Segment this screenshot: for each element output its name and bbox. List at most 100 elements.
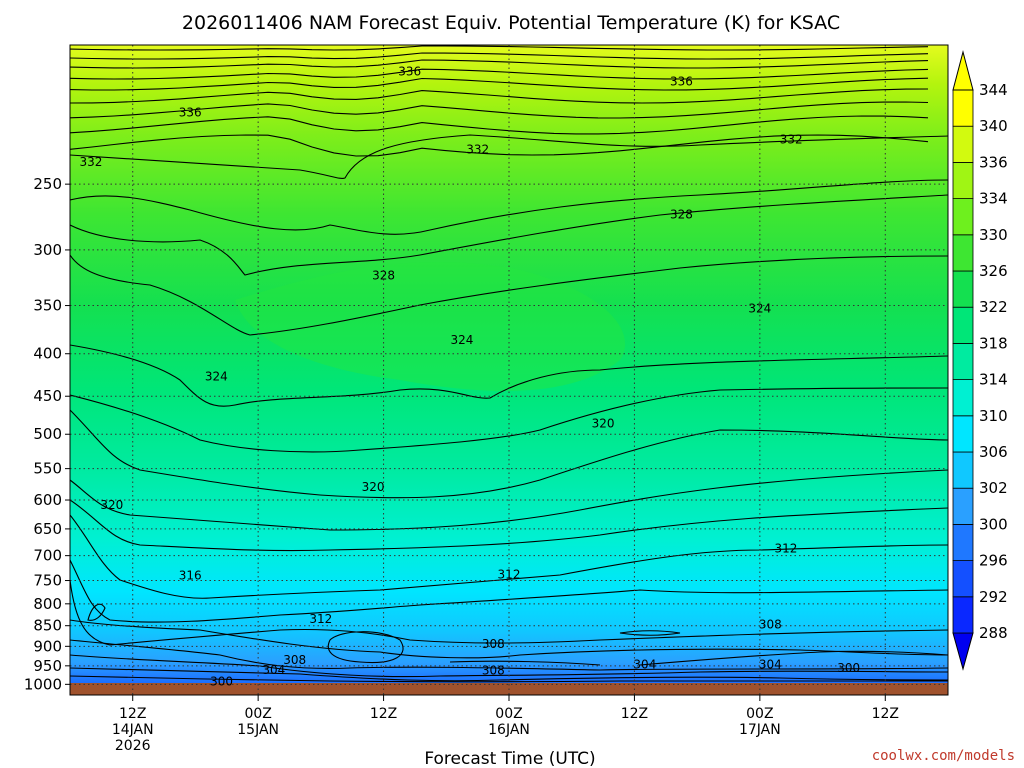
contour-label-1: 336 bbox=[179, 106, 202, 120]
contour-line-2 bbox=[70, 59, 929, 69]
contour-label-3: 332 bbox=[79, 155, 102, 169]
y-tick-label-250: 250 bbox=[33, 175, 62, 193]
contour-line-24 bbox=[70, 667, 948, 682]
contour-line-7 bbox=[70, 115, 929, 135]
colorbar: 288 292 296 300 302 306 310 314 318 322 326 330 334 3… bbox=[952, 50, 1008, 671]
contour-line-17 bbox=[70, 499, 948, 552]
y-tick-label-900: 900 bbox=[33, 637, 62, 655]
colorbar-label-326: 326 bbox=[979, 262, 1008, 280]
colorbar-label-314: 314 bbox=[979, 371, 1008, 389]
colorbar-bin-310 bbox=[952, 379, 974, 417]
chart-title: 2026011406 NAM Forecast Equiv. Potential… bbox=[182, 12, 840, 34]
y-tick-label-450: 450 bbox=[33, 387, 62, 405]
colorbar-bin-330 bbox=[952, 198, 974, 236]
y-tick-label-700: 700 bbox=[33, 547, 62, 565]
colorbar-label-340: 340 bbox=[979, 117, 1008, 135]
contour-line-4 bbox=[70, 77, 929, 91]
colorbar-bin-322 bbox=[952, 270, 974, 308]
y-tick-label-750: 750 bbox=[33, 572, 62, 590]
contour-line-22 bbox=[70, 639, 948, 671]
x-tick-label-12-2: 2026 bbox=[115, 738, 151, 754]
grid-lines bbox=[70, 45, 948, 695]
y-tick-label-650: 650 bbox=[33, 520, 62, 538]
contour-line-19 bbox=[70, 559, 948, 623]
contour-line-5 bbox=[70, 88, 929, 104]
contour-line-21 bbox=[70, 619, 948, 659]
x-tick-label-12-0: 12Z bbox=[119, 706, 146, 722]
contour-line-1 bbox=[70, 52, 929, 60]
colorbar-label-322: 322 bbox=[979, 298, 1008, 316]
colorbar-label-344: 344 bbox=[979, 81, 1008, 99]
colorbar-bin-288 bbox=[952, 596, 974, 634]
contour-label-14: 312 bbox=[775, 541, 798, 555]
colorbar-bin-340 bbox=[952, 89, 974, 127]
contour-line-10 bbox=[70, 179, 948, 235]
contour-label-6: 328 bbox=[670, 208, 693, 222]
x-tick-label-24-0: 00Z bbox=[244, 706, 271, 722]
x-tick-label-72-1: 17JAN bbox=[739, 722, 781, 738]
contour-lines bbox=[70, 45, 948, 683]
contour-line-12 bbox=[70, 254, 948, 336]
y-axis: 250 300 350 400 450 500 550 600 650 700 750 800 850 9… bbox=[24, 175, 70, 693]
contour-label-19: 308 bbox=[482, 637, 505, 651]
x-tick-label-72-0: 00Z bbox=[746, 706, 773, 722]
plot-area: 336 336 336 332 332 332 328 328 324 324 324 320 320 3… bbox=[69, 44, 949, 696]
contour-line-26 bbox=[327, 631, 404, 664]
colorbar-label-334: 334 bbox=[979, 190, 1008, 208]
contour-line-9 bbox=[70, 134, 948, 179]
contour-label-18: 308 bbox=[759, 617, 782, 631]
contour-label-12: 320 bbox=[362, 480, 385, 494]
y-tick-label-950: 950 bbox=[33, 657, 62, 675]
contour-label-24: 304 bbox=[759, 657, 782, 671]
colorbar-label-296: 296 bbox=[979, 552, 1008, 570]
x-tick-label-36-0: 12Z bbox=[370, 706, 397, 722]
contour-line-14 bbox=[70, 387, 948, 453]
contour-label-4: 332 bbox=[466, 142, 489, 156]
x-tick-label-12-1: 14JAN bbox=[112, 722, 154, 738]
colorbar-bin-326 bbox=[952, 234, 974, 272]
y-tick-label-350: 350 bbox=[33, 297, 62, 315]
x-tick-label-60-0: 12Z bbox=[621, 706, 648, 722]
contour-line-8 bbox=[70, 134, 929, 157]
colorbar-bin-334 bbox=[952, 161, 974, 199]
warm-core-shape bbox=[235, 261, 626, 392]
contour-label-15: 312 bbox=[498, 568, 521, 582]
colorbar-label-318: 318 bbox=[979, 334, 1008, 352]
colorbar-bin-300 bbox=[952, 487, 974, 525]
colorbar-extend-high bbox=[952, 50, 974, 91]
contour-label-21: 304 bbox=[262, 663, 285, 677]
colorbar-label-302: 302 bbox=[979, 479, 1008, 497]
y-tick-label-400: 400 bbox=[33, 345, 62, 363]
contour-line-11 bbox=[70, 194, 948, 276]
colorbar-label-330: 330 bbox=[979, 226, 1008, 244]
contour-label-26: 300 bbox=[210, 674, 233, 688]
colorbar-bin-292 bbox=[952, 560, 974, 598]
contour-line-18 bbox=[70, 514, 948, 599]
x-tick-label-84-0: 12Z bbox=[872, 706, 899, 722]
contour-label-20: 308 bbox=[283, 653, 306, 667]
y-tick-label-500: 500 bbox=[33, 425, 62, 443]
contour-line-23 bbox=[70, 654, 948, 678]
contour-label-0: 336 bbox=[398, 65, 421, 79]
contour-line-27 bbox=[87, 603, 106, 621]
x-tick-label-48-1: 16JAN bbox=[488, 722, 530, 738]
colorbar-bin-302 bbox=[952, 451, 974, 489]
contour-line-13 bbox=[70, 344, 948, 407]
colorbar-bin-314 bbox=[952, 342, 974, 380]
colorbar-extend-low bbox=[952, 632, 974, 671]
contour-line-0 bbox=[70, 45, 929, 51]
contour-line-28 bbox=[619, 630, 681, 636]
warm-core-region bbox=[235, 261, 626, 392]
colorbar-label-300: 300 bbox=[979, 515, 1008, 533]
y-tick-label-600: 600 bbox=[33, 491, 62, 509]
credit-text: coolwx.com/models bbox=[872, 748, 1015, 764]
x-axis-title: Forecast Time (UTC) bbox=[424, 749, 595, 768]
contour-line-25 bbox=[70, 675, 948, 683]
contour-label-25: 300 bbox=[837, 661, 860, 675]
contour-line-30 bbox=[639, 650, 948, 666]
colorbar-label-336: 336 bbox=[979, 153, 1008, 171]
contour-label-13: 320 bbox=[100, 498, 123, 512]
contour-label-11: 320 bbox=[592, 416, 615, 430]
